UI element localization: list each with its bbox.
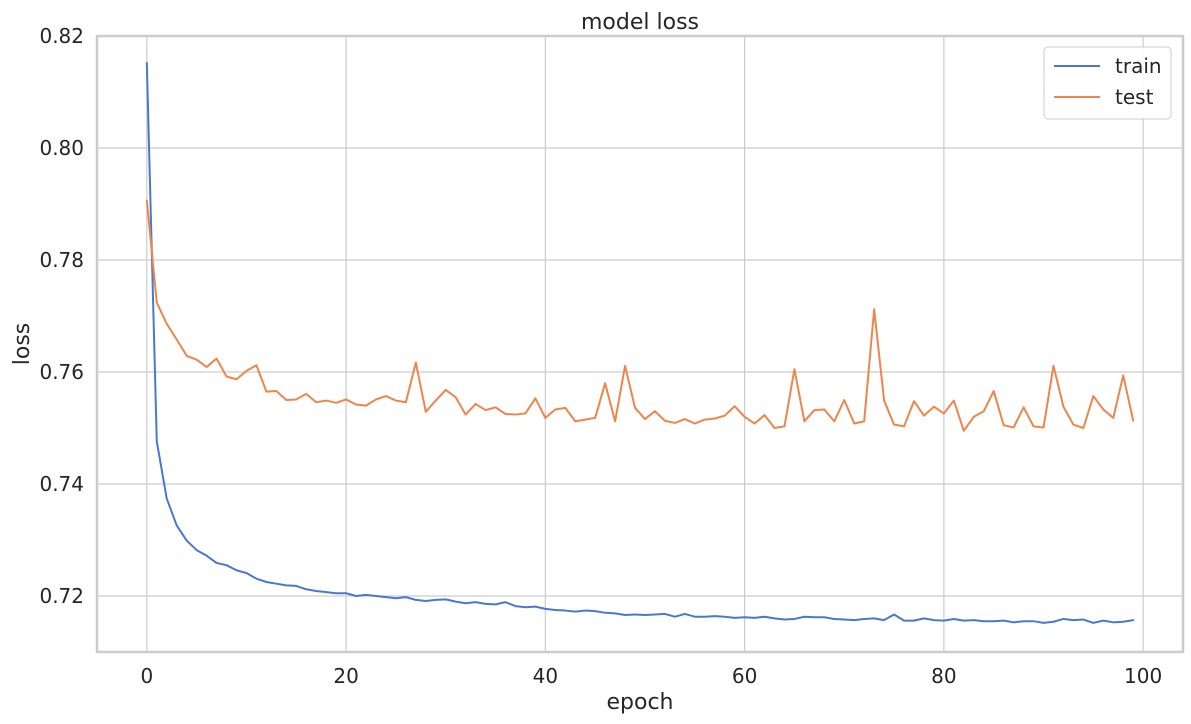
y-tick-label: 0.76 <box>39 360 84 384</box>
legend-label-test: test <box>1115 85 1154 109</box>
legend-label-train: train <box>1115 54 1162 78</box>
series-lines <box>145 61 1135 624</box>
y-tick-label: 0.78 <box>39 248 84 272</box>
y-tick-label: 0.72 <box>39 584 84 608</box>
y-tick-label: 0.74 <box>39 472 84 496</box>
x-tick-label: 100 <box>1124 664 1162 688</box>
x-tick-label: 60 <box>732 664 757 688</box>
x-tick-label: 80 <box>931 664 956 688</box>
series-line-test <box>145 199 1135 432</box>
series-line-train <box>145 61 1135 624</box>
x-tick-label: 40 <box>533 664 558 688</box>
x-tick-labels: 0 20 40 60 80 100 <box>140 664 1162 688</box>
x-tick-label: 20 <box>333 664 358 688</box>
y-axis-label: loss <box>10 323 35 366</box>
plot-frame <box>95 34 1185 654</box>
y-tick-labels: 0.72 0.74 0.76 0.78 0.80 0.82 <box>39 24 84 608</box>
x-axis-label: epoch <box>607 690 674 715</box>
chart-title: model loss <box>581 10 699 35</box>
x-tick-label: 0 <box>140 664 153 688</box>
legend: train test <box>1043 46 1172 120</box>
x-gridlines <box>146 36 1144 652</box>
y-tick-label: 0.82 <box>39 24 84 48</box>
y-tick-label: 0.80 <box>39 136 84 160</box>
